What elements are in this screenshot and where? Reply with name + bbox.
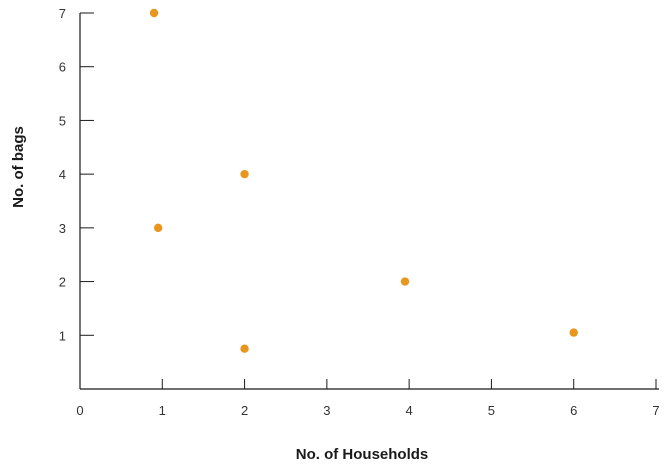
x-tick-label: 3 [323, 403, 330, 418]
y-ticks: 1 2 3 4 5 6 7 [59, 6, 94, 343]
data-point [240, 169, 249, 179]
data-point [400, 277, 410, 286]
data-point [153, 223, 163, 233]
data-points [149, 8, 578, 353]
y-tick-label: 6 [59, 60, 66, 75]
axes [79, 13, 659, 390]
y-tick-label: 4 [59, 167, 66, 182]
data-point [149, 8, 159, 18]
y-tick-label: 5 [59, 113, 66, 128]
y-tick-label: 2 [59, 275, 66, 290]
y-tick-label: 1 [59, 328, 66, 343]
x-tick-label: 5 [488, 403, 495, 418]
x-tick-label: 1 [159, 403, 166, 418]
y-tick-label: 7 [59, 6, 66, 21]
x-tick-label: 2 [241, 403, 248, 418]
x-ticks: 0 1 2 3 4 5 6 7 [76, 379, 660, 418]
x-tick-label: 4 [406, 403, 413, 418]
x-tick-label: 0 [76, 403, 83, 418]
y-axis-title: No. of bags [10, 126, 27, 208]
x-tick-label: 6 [570, 403, 577, 418]
x-axis-title: No. of Households [296, 446, 429, 463]
data-point [569, 328, 578, 337]
x-tick-label: 7 [652, 403, 659, 418]
data-point [240, 344, 249, 353]
y-tick-label: 3 [59, 221, 66, 236]
